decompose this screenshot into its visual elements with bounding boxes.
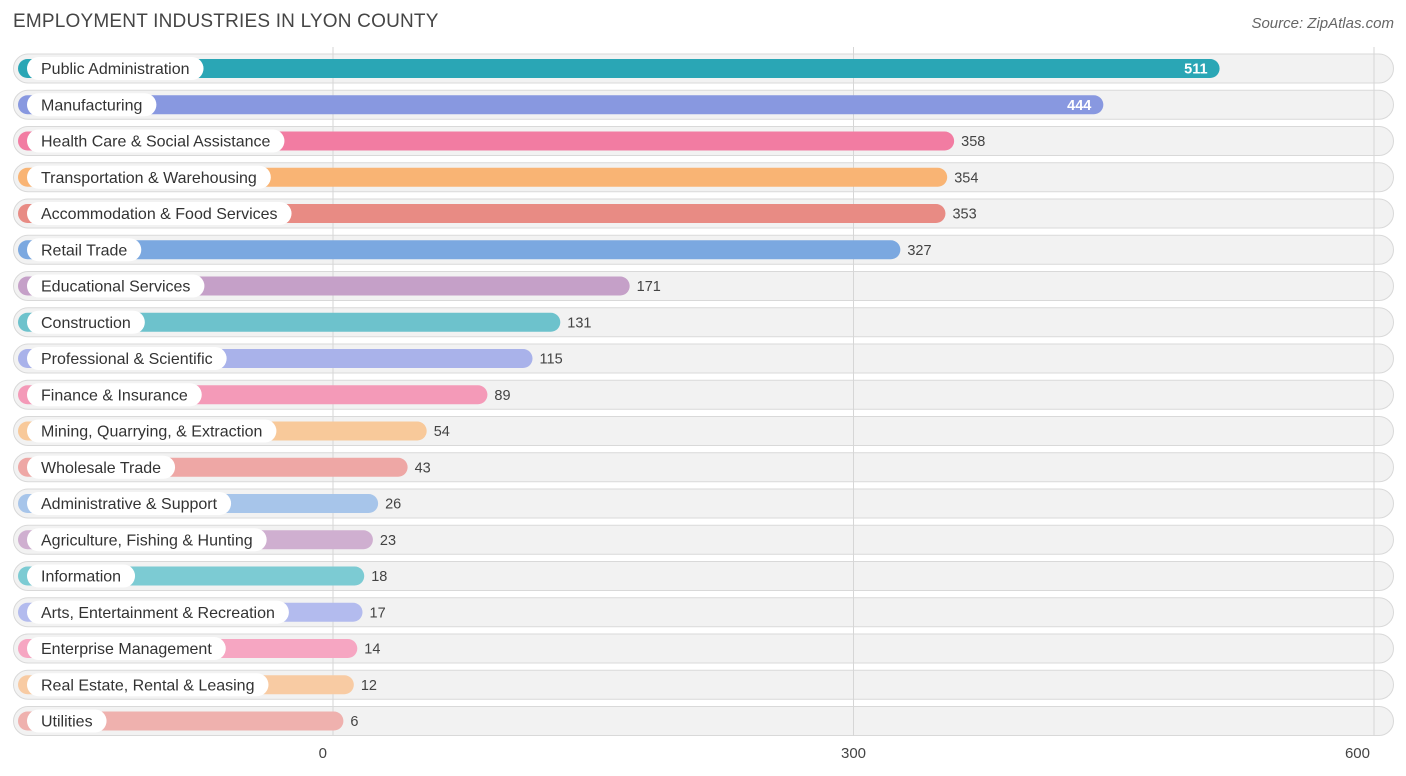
bar-group: Arts, Entertainment & Recreation 17 bbox=[18, 600, 386, 624]
source-credit: Source: ZipAtlas.com bbox=[1251, 15, 1394, 32]
bar-group: Real Estate, Rental & Leasing 12 bbox=[18, 673, 377, 697]
bar-group: Agriculture, Fishing & Hunting 23 bbox=[18, 528, 396, 552]
value-label: 353 bbox=[952, 207, 976, 223]
category-label-pill bbox=[27, 528, 267, 552]
value-label: 14 bbox=[364, 642, 380, 658]
bars: Public Administration 511 Manufacturing 444… bbox=[18, 57, 1220, 733]
category-label-pill bbox=[27, 455, 176, 479]
value-label: 358 bbox=[961, 134, 985, 150]
category-label: Health Care & Social Assistance bbox=[41, 134, 271, 151]
bar-group: Mining, Quarrying, & Extraction 54 bbox=[18, 419, 450, 443]
category-label: Real Estate, Rental & Leasing bbox=[41, 677, 254, 694]
bar-group: Finance & Insurance 89 bbox=[18, 383, 511, 407]
bar-group: Public Administration 511 bbox=[18, 57, 1220, 80]
value-label: 115 bbox=[540, 352, 563, 368]
category-label-pill bbox=[27, 165, 271, 189]
value-label: 17 bbox=[370, 605, 386, 621]
category-label-pill bbox=[27, 600, 289, 624]
category-label-pill bbox=[27, 492, 232, 515]
category-label-pill bbox=[27, 274, 205, 298]
bar-group: Information 18 bbox=[18, 564, 387, 588]
category-label-pill bbox=[27, 673, 269, 697]
category-label-pill bbox=[27, 419, 277, 443]
value-label: 511 bbox=[1184, 62, 1207, 78]
category-label: Public Administration bbox=[41, 61, 190, 78]
category-label: Enterprise Management bbox=[41, 641, 212, 658]
value-label: 54 bbox=[434, 424, 450, 440]
bar-group: Transportation & Warehousing 354 bbox=[18, 165, 978, 189]
category-label-pill bbox=[27, 347, 227, 370]
category-label: Agriculture, Fishing & Hunting bbox=[41, 532, 253, 549]
value-label: 89 bbox=[494, 388, 510, 404]
axis-ticks: 0 300 600 bbox=[319, 745, 1370, 762]
bar bbox=[18, 59, 1220, 78]
category-label: Retail Trade bbox=[41, 242, 127, 259]
row-background bbox=[13, 633, 1394, 664]
value-label: 444 bbox=[1067, 98, 1091, 114]
value-label: 327 bbox=[907, 243, 931, 259]
category-label-pill bbox=[27, 93, 157, 117]
value-label: 171 bbox=[637, 279, 661, 295]
category-label-pill bbox=[27, 383, 202, 407]
bar bbox=[18, 312, 561, 332]
category-label: Professional & Scientific bbox=[41, 351, 213, 368]
category-label: Wholesale Trade bbox=[41, 460, 161, 477]
category-label: Arts, Entertainment & Recreation bbox=[41, 605, 275, 622]
bar-group: Wholesale Trade 43 bbox=[18, 455, 431, 479]
category-label-pill bbox=[27, 202, 292, 225]
x-tick-label: 0 bbox=[319, 745, 327, 762]
category-label-pill bbox=[27, 57, 204, 80]
category-label: Accommodation & Food Services bbox=[41, 206, 278, 223]
bar-group: Manufacturing 444 bbox=[18, 93, 1104, 117]
category-label-pill bbox=[27, 564, 136, 588]
bar bbox=[18, 240, 901, 260]
category-label-pill bbox=[27, 238, 142, 262]
bar-group: Construction 131 bbox=[18, 310, 591, 334]
category-label: Finance & Insurance bbox=[41, 387, 188, 404]
category-label: Mining, Quarrying, & Extraction bbox=[41, 424, 262, 441]
value-label: 43 bbox=[415, 460, 431, 476]
category-label: Manufacturing bbox=[41, 97, 142, 114]
value-label: 6 bbox=[350, 714, 358, 730]
x-tick-label: 600 bbox=[1345, 745, 1370, 762]
category-label-pill bbox=[27, 709, 107, 733]
bar-group: Accommodation & Food Services 353 bbox=[18, 202, 977, 225]
value-label: 18 bbox=[371, 569, 387, 585]
bar-group: Educational Services 171 bbox=[18, 274, 661, 298]
category-label: Information bbox=[41, 569, 121, 586]
category-label: Transportation & Warehousing bbox=[41, 170, 257, 187]
value-label: 354 bbox=[954, 170, 978, 186]
value-label: 131 bbox=[567, 315, 591, 331]
bar-group: Health Care & Social Assistance 358 bbox=[18, 129, 985, 153]
bar-group: Professional & Scientific 115 bbox=[18, 347, 563, 370]
category-label-pill bbox=[27, 310, 145, 334]
category-label: Utilities bbox=[41, 714, 93, 731]
value-label: 26 bbox=[385, 497, 401, 513]
category-label-pill bbox=[27, 637, 226, 660]
category-label: Administrative & Support bbox=[41, 496, 218, 513]
category-label: Construction bbox=[41, 315, 131, 332]
bar bbox=[18, 95, 1104, 115]
chart-title: EMPLOYMENT INDUSTRIES IN LYON COUNTY bbox=[13, 11, 439, 32]
bar-group: Retail Trade 327 bbox=[18, 238, 932, 262]
bar-group: Utilities 6 bbox=[18, 709, 358, 733]
bar-group: Enterprise Management 14 bbox=[18, 637, 380, 660]
row-background bbox=[13, 669, 1394, 700]
bar-group: Administrative & Support 26 bbox=[18, 492, 401, 515]
value-label: 12 bbox=[361, 678, 377, 694]
category-label: Educational Services bbox=[41, 279, 190, 296]
x-tick-label: 300 bbox=[841, 745, 866, 762]
category-label-pill bbox=[27, 129, 285, 153]
row-background bbox=[13, 706, 1394, 736]
value-label: 23 bbox=[380, 533, 396, 549]
